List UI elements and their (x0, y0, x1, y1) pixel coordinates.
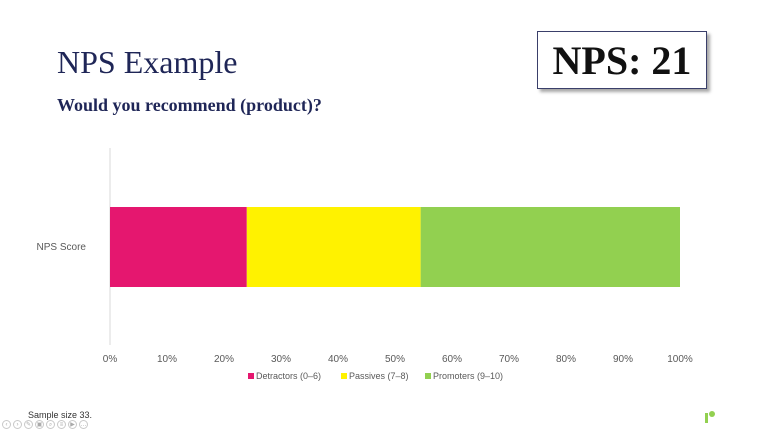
x-tick-label: 50% (385, 354, 405, 365)
image-icon[interactable]: ▣ (35, 420, 44, 429)
x-tick-label: 60% (442, 354, 462, 365)
legend-swatch-promoters (425, 373, 431, 379)
bar-passives (246, 207, 421, 287)
legend-swatch-detractors (248, 373, 254, 379)
x-tick-label: 20% (214, 354, 234, 365)
legend-label-passives: Passives (7–8) (349, 371, 409, 381)
subtitle-icon[interactable]: ≡ (57, 420, 66, 429)
slideshow-toolbar: ‹ › ✎ ▣ ⌕ ≡ ▶ … (2, 420, 88, 429)
nps-score-label: NPS: 21 (552, 37, 692, 83)
bar-promoters (420, 207, 680, 287)
prev-icon[interactable]: ‹ (2, 420, 11, 429)
x-tick-label: 100% (667, 354, 693, 365)
zoom-icon[interactable]: ⌕ (46, 420, 55, 429)
next-icon[interactable]: › (13, 420, 22, 429)
x-tick-label: 40% (328, 354, 348, 365)
video-icon[interactable]: ▶ (68, 420, 77, 429)
x-tick-label: 0% (103, 354, 118, 365)
legend-swatch-passives (341, 373, 347, 379)
x-tick-label: 90% (613, 354, 633, 365)
x-tick-label: 30% (271, 354, 291, 365)
bar-detractors (110, 207, 247, 287)
sample-size-note: Sample size 33. (28, 410, 93, 420)
brand-logo-icon (705, 411, 715, 423)
x-tick-label: 70% (499, 354, 519, 365)
category-label-nps-score: NPS Score (37, 242, 87, 253)
x-tick-label: 80% (556, 354, 576, 365)
nps-score-box: NPS: 21 (537, 31, 707, 89)
pen-icon[interactable]: ✎ (24, 420, 33, 429)
legend-label-promoters: Promoters (9–10) (433, 371, 503, 381)
legend-label-detractors: Detractors (0–6) (256, 371, 321, 381)
x-tick-label: 10% (157, 354, 177, 365)
slide-subtitle: Would you recommend (product)? (57, 95, 322, 115)
more-icon[interactable]: … (79, 420, 88, 429)
slide-title: NPS Example (57, 44, 238, 80)
